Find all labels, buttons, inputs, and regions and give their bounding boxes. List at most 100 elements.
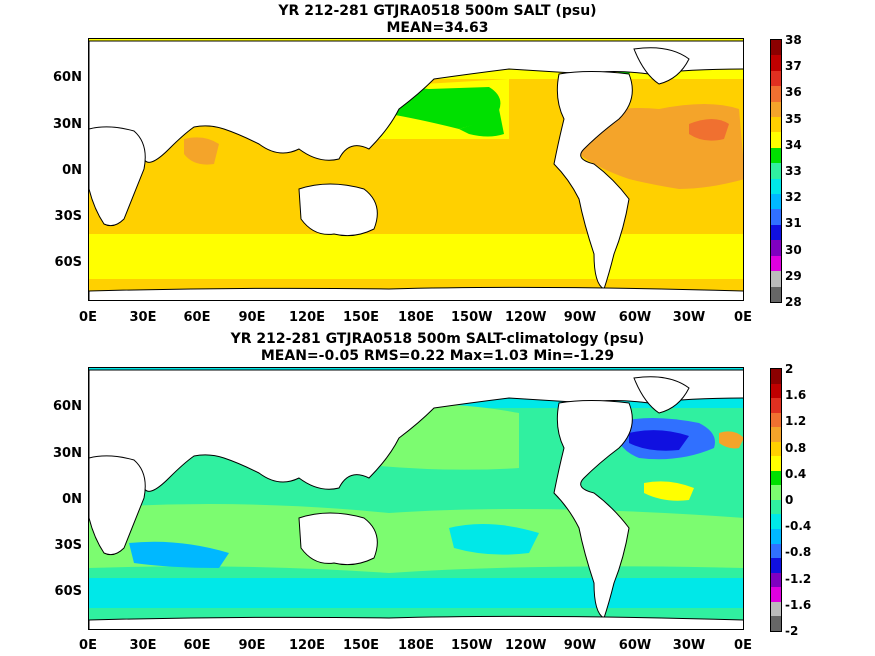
colorbar-swatch [771, 398, 781, 413]
panel1-x-tick: 90E [238, 310, 266, 325]
colorbar-swatch [771, 427, 781, 442]
colorbar-swatch [771, 441, 781, 457]
panel2-map [88, 367, 744, 630]
colorbar-swatch [771, 485, 781, 500]
colorbar-swatch [771, 55, 781, 71]
panel1-subtitle: MEAN=34.63 [386, 20, 489, 36]
panel1-x-tick: 60W [618, 310, 652, 325]
colorbar-swatch [771, 271, 781, 287]
panel1-x-tick: 30E [129, 310, 157, 325]
colorbar-label: 1.2 [785, 414, 807, 429]
colorbar-swatch [771, 470, 781, 486]
panel2-x-tick: 150E [342, 638, 380, 653]
colorbar-label: 38 [785, 33, 802, 47]
panel1-y-tick-60S: 60S [54, 255, 82, 270]
panel2-x-tick: 120W [505, 638, 547, 653]
colorbar-swatch [771, 514, 781, 530]
panel1-y-tick-0N: 0N [62, 163, 82, 178]
panel2-x-tick: 120E [288, 638, 326, 653]
colorbar-swatch [771, 240, 781, 256]
colorbar-label: 1.6 [785, 388, 807, 403]
colorbar-swatch [771, 86, 781, 102]
colorbar-label: 29 [785, 268, 802, 283]
colorbar-label: 28 [785, 295, 802, 309]
panel1-x-tick: 90W [563, 310, 597, 325]
panel2-x-tick: 60W [618, 638, 652, 653]
colorbar-label: 31 [785, 216, 802, 231]
colorbar-label: 0.8 [785, 440, 807, 455]
panel2-x-tick: 150W [451, 638, 493, 653]
panel2-x-tick: 90E [238, 638, 266, 653]
colorbar-label: 34 [785, 137, 802, 152]
colorbar-label: -2 [785, 624, 799, 638]
colorbar-label: -0.8 [785, 545, 812, 560]
panel2-y-tick-60S: 60S [54, 584, 82, 599]
panel2-x-tick: 180E [397, 638, 435, 653]
colorbar-swatch [771, 132, 781, 148]
panel2-x-tick: 90W [563, 638, 597, 653]
colorbar-label: 0 [785, 493, 794, 507]
panel2-colorbar [770, 368, 782, 632]
colorbar-swatch [771, 601, 781, 617]
colorbar-swatch [771, 529, 781, 544]
colorbar-swatch [771, 616, 781, 631]
colorbar-swatch [771, 255, 781, 272]
panel1-x-tick: 120E [288, 310, 326, 325]
colorbar-swatch [771, 147, 781, 164]
colorbar-label: -1.6 [785, 597, 812, 612]
colorbar-label: 37 [785, 59, 802, 74]
panel2-x-tick: 0E [734, 638, 752, 653]
panel1-x-tick: 180E [397, 310, 435, 325]
colorbar-label: -0.4 [785, 519, 812, 534]
panel2-y-tick-60N: 60N [53, 399, 82, 414]
colorbar-swatch [771, 543, 781, 559]
panel2-title: YR 212-281 GTJRA0518 500m SALT-climatolo… [230, 331, 645, 347]
panel1-x-tick: 150W [451, 310, 493, 325]
colorbar-swatch [771, 383, 781, 399]
panel1-title: YR 212-281 GTJRA0518 500m SALT (psu) [278, 3, 597, 19]
colorbar-swatch [771, 587, 781, 602]
panel1-x-tick: 120W [505, 310, 547, 325]
panel2-y-tick-0N: 0N [62, 492, 82, 507]
colorbar-label: 33 [785, 164, 802, 178]
colorbar-swatch [771, 286, 781, 302]
colorbar-swatch [771, 572, 781, 588]
panel1-x-tick: 150E [342, 310, 380, 325]
colorbar-swatch [771, 209, 781, 225]
panel1-colorbar [770, 39, 782, 303]
colorbar-swatch [771, 369, 781, 384]
panel2-x-tick: 0E [79, 638, 97, 653]
colorbar-label: 32 [785, 190, 802, 205]
colorbar-swatch [771, 70, 781, 87]
panel1-map [88, 38, 744, 301]
panel1-x-tick: 30W [672, 310, 706, 325]
panel1-x-tick: 0E [734, 310, 752, 325]
panel1-x-tick: 60E [183, 310, 211, 325]
panel2-x-tick: 60E [183, 638, 211, 653]
colorbar-swatch [771, 558, 781, 573]
colorbar-swatch [771, 412, 781, 428]
colorbar-swatch [771, 499, 781, 515]
colorbar-swatch [771, 224, 781, 241]
panel1-x-tick: 0E [79, 310, 97, 325]
panel1-y-tick-30N: 30N [53, 117, 82, 132]
colorbar-swatch [771, 456, 781, 471]
colorbar-label: 2 [785, 362, 794, 376]
colorbar-swatch [771, 194, 781, 210]
panel2-x-tick: 30E [129, 638, 157, 653]
colorbar-swatch [771, 40, 781, 56]
colorbar-swatch [771, 178, 781, 195]
panel2-x-tick: 30W [672, 638, 706, 653]
colorbar-swatch [771, 101, 781, 118]
panel2-subtitle: MEAN=-0.05 RMS=0.22 Max=1.03 Min=-1.29 [260, 348, 615, 364]
colorbar-label: 36 [785, 85, 802, 100]
colorbar-label: 0.4 [785, 466, 807, 481]
panel1-y-tick-30S: 30S [54, 209, 82, 224]
colorbar-label: 35 [785, 111, 802, 126]
colorbar-swatch [771, 163, 781, 179]
colorbar-label: -1.2 [785, 571, 812, 586]
panel1-y-tick-60N: 60N [53, 70, 82, 85]
panel2-y-tick-30N: 30N [53, 446, 82, 461]
panel2-y-tick-30S: 30S [54, 538, 82, 553]
colorbar-swatch [771, 117, 781, 133]
